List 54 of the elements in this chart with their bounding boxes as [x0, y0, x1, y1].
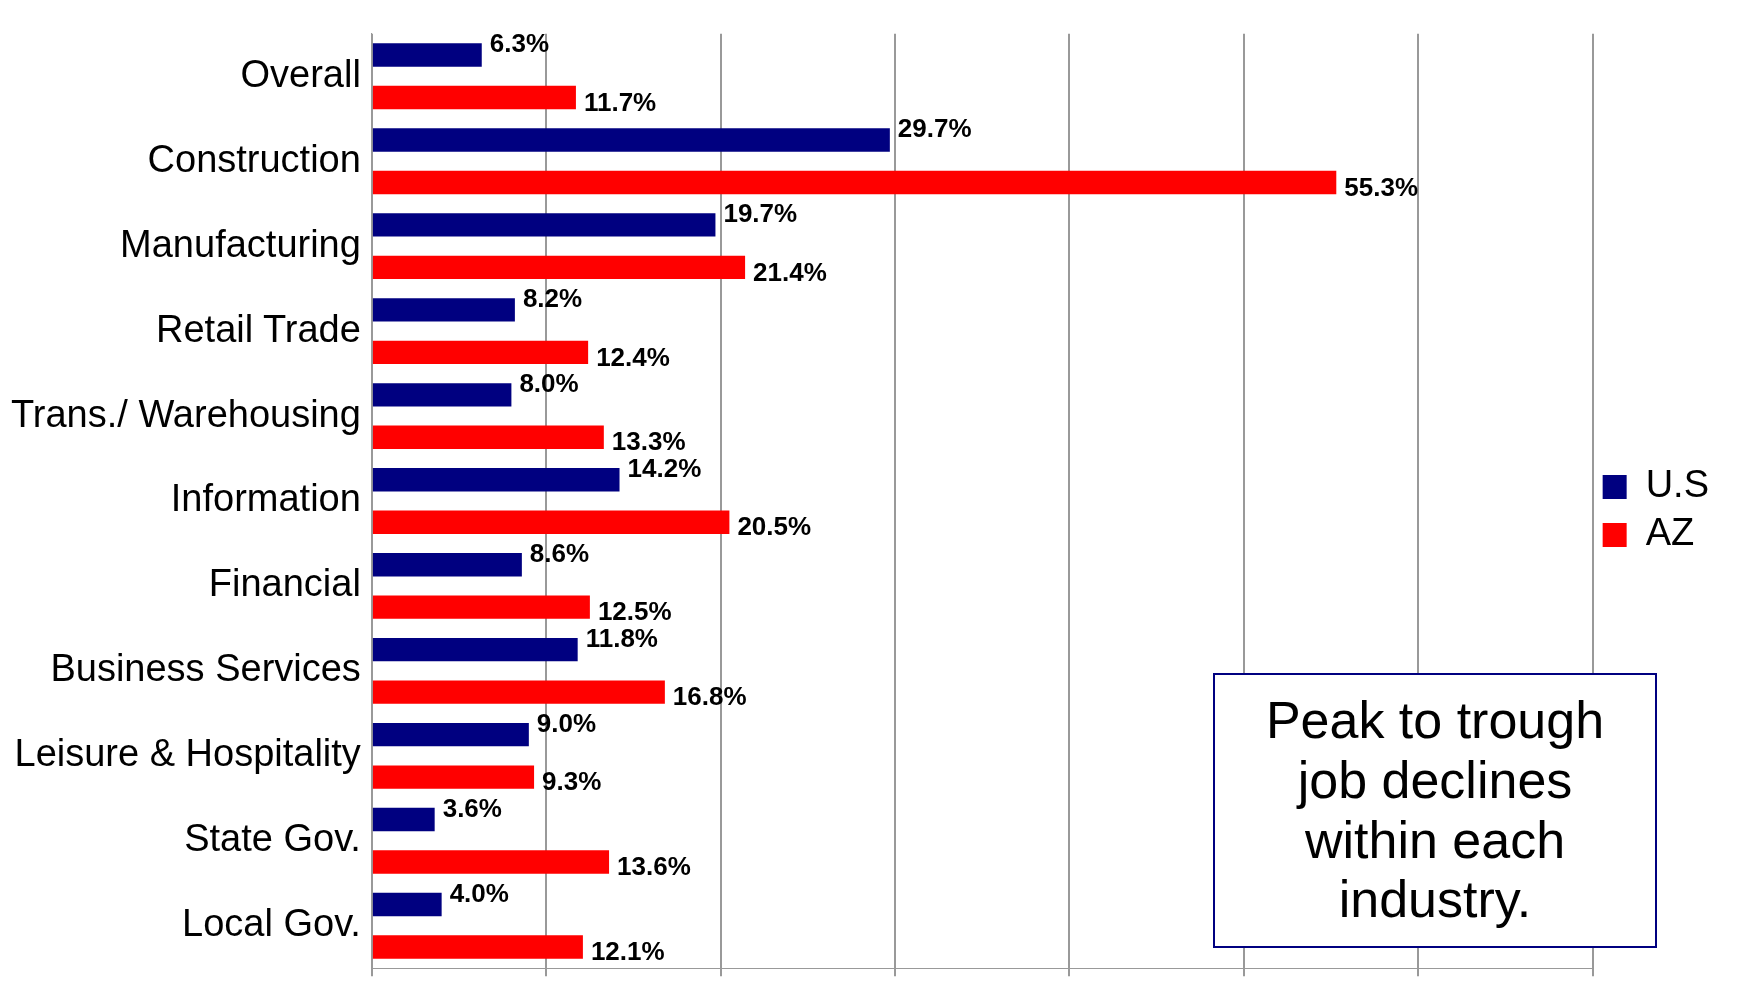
bar: [372, 425, 604, 449]
y-tick-label: Overall: [240, 52, 361, 95]
data-label: 16.8%: [672, 681, 747, 712]
y-tick-label: Business Services: [50, 647, 361, 690]
y-tick-label: Trans./ Warehousing: [11, 392, 361, 435]
data-label: 8.6%: [529, 537, 590, 568]
bar: [372, 765, 535, 789]
bar: [372, 892, 442, 917]
bar: [372, 128, 890, 152]
bar: [372, 468, 620, 492]
bar: [372, 255, 746, 280]
bar: [372, 722, 529, 747]
y-tick-label: Construction: [147, 137, 361, 180]
data-label: 21.4%: [753, 256, 827, 287]
data-label: 12.4%: [596, 341, 670, 372]
data-label: 8.2%: [522, 283, 583, 314]
bar: [372, 680, 665, 704]
bar: [372, 340, 589, 365]
bar: [372, 637, 578, 662]
data-label: 9.0%: [536, 707, 597, 738]
bar: [372, 383, 512, 407]
bar: [372, 935, 583, 959]
data-label: 9.3%: [542, 766, 602, 797]
data-label: 20.5%: [737, 511, 812, 542]
y-tick-label: Leisure & Hospitality: [14, 732, 361, 775]
bar: [372, 298, 515, 322]
y-tick-label: Retail Trade: [156, 307, 361, 350]
y-tick-label: Local Gov.: [182, 902, 361, 945]
bar: [372, 85, 576, 110]
bar: [372, 510, 730, 534]
data-label: 13.6%: [617, 851, 691, 882]
y-tick-label: Financial: [208, 562, 361, 605]
bar: [372, 807, 435, 832]
data-label: 55.3%: [1344, 171, 1419, 202]
data-label: 12.1%: [590, 936, 665, 967]
data-label: 4.0%: [449, 877, 509, 908]
y-tick-label: Manufacturing: [120, 222, 361, 265]
bar: [372, 553, 522, 577]
legend-label: U.S: [1645, 463, 1710, 506]
bar: [372, 595, 590, 619]
data-label: 6.3%: [489, 28, 550, 59]
y-tick-label: State Gov.: [184, 817, 361, 860]
bar: [372, 170, 1337, 195]
y-tick-label: Information: [170, 477, 361, 520]
bar: [372, 213, 716, 237]
data-label: 29.7%: [897, 113, 972, 144]
data-label: 19.7%: [723, 198, 798, 229]
data-label: 11.7%: [583, 86, 657, 117]
bar: [372, 850, 610, 874]
legend-label: AZ: [1645, 511, 1695, 554]
data-label: 8.0%: [519, 367, 579, 398]
bar: [372, 43, 482, 67]
data-label: 3.6%: [442, 792, 502, 823]
annotation: Peak to trough job declines within each industry.: [1213, 673, 1657, 949]
